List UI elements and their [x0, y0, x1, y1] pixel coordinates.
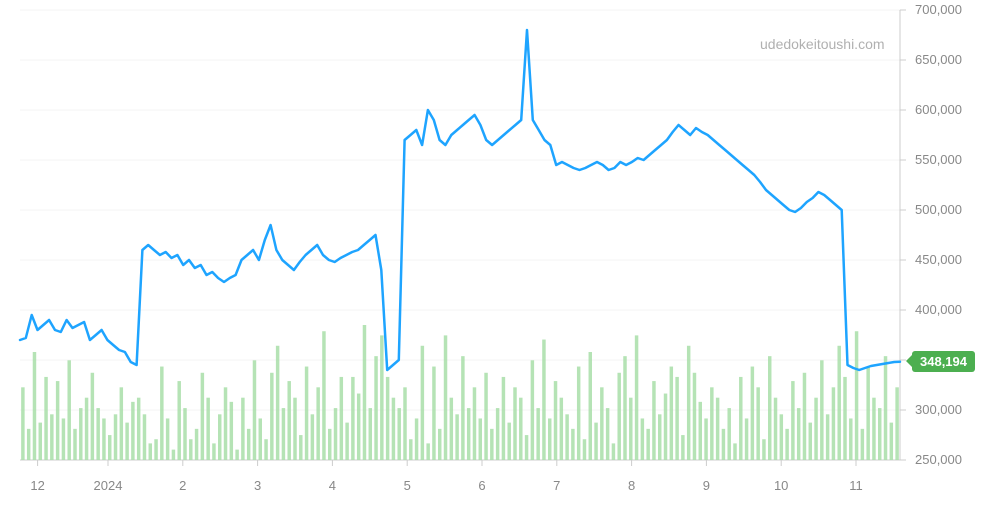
x-tick-label: 12	[30, 478, 44, 493]
current-price-badge: 348,194	[912, 351, 975, 372]
x-tick-label: 8	[628, 478, 635, 493]
price-chart: udedokeitoushi.com 250,000300,000350,000…	[0, 0, 1000, 500]
x-tick-label: 4	[329, 478, 336, 493]
y-tick-label: 700,000	[915, 2, 962, 17]
y-tick-label: 450,000	[915, 252, 962, 267]
x-tick-label: 5	[404, 478, 411, 493]
x-tick-label: 7	[553, 478, 560, 493]
y-tick-label: 500,000	[915, 202, 962, 217]
y-tick-label: 550,000	[915, 152, 962, 167]
chart-svg	[0, 0, 1000, 500]
y-tick-label: 650,000	[915, 52, 962, 67]
x-tick-label: 10	[774, 478, 788, 493]
y-tick-label: 300,000	[915, 402, 962, 417]
x-tick-label: 2	[179, 478, 186, 493]
watermark-text: udedokeitoushi.com	[760, 36, 885, 52]
x-tick-label: 2024	[94, 478, 123, 493]
x-tick-label: 9	[703, 478, 710, 493]
y-tick-label: 250,000	[915, 452, 962, 467]
x-tick-label: 3	[254, 478, 261, 493]
current-price-value: 348,194	[920, 354, 967, 369]
x-tick-label: 6	[478, 478, 485, 493]
y-tick-label: 400,000	[915, 302, 962, 317]
x-tick-label: 11	[849, 478, 863, 493]
y-tick-label: 600,000	[915, 102, 962, 117]
